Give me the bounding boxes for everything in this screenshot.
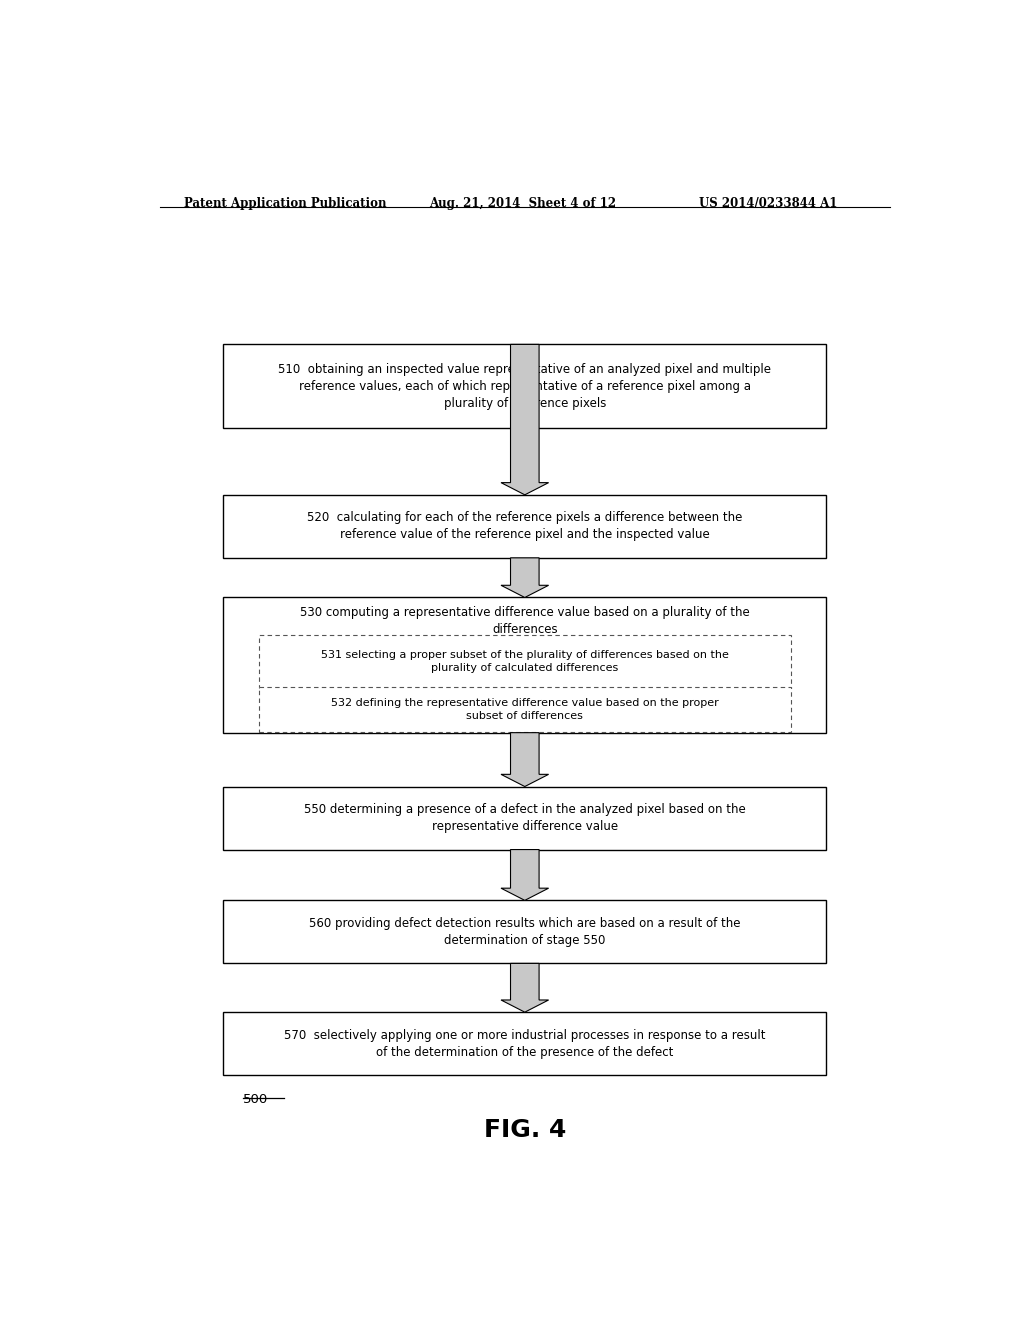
FancyBboxPatch shape xyxy=(223,787,826,850)
Text: US 2014/0233844 A1: US 2014/0233844 A1 xyxy=(699,197,838,210)
Text: 570  selectively applying one or more industrial processes in response to a resu: 570 selectively applying one or more ind… xyxy=(284,1028,766,1059)
Text: Aug. 21, 2014  Sheet 4 of 12: Aug. 21, 2014 Sheet 4 of 12 xyxy=(430,197,616,210)
FancyBboxPatch shape xyxy=(223,345,826,428)
FancyBboxPatch shape xyxy=(223,495,826,558)
Text: 532 defining the representative difference value based on the proper
subset of d: 532 defining the representative differen… xyxy=(331,698,719,721)
Text: 531 selecting a proper subset of the plurality of differences based on the
plura: 531 selecting a proper subset of the plu… xyxy=(321,649,729,673)
Text: 550 determining a presence of a defect in the analyzed pixel based on the
repres: 550 determining a presence of a defect i… xyxy=(304,803,745,833)
Text: 500: 500 xyxy=(243,1093,268,1106)
Text: 510  obtaining an inspected value representative of an analyzed pixel and multip: 510 obtaining an inspected value represe… xyxy=(279,363,771,409)
Text: FIG. 4: FIG. 4 xyxy=(483,1118,566,1142)
Polygon shape xyxy=(501,558,549,598)
Text: Patent Application Publication: Patent Application Publication xyxy=(183,197,386,210)
FancyBboxPatch shape xyxy=(259,635,791,688)
FancyBboxPatch shape xyxy=(223,900,826,964)
FancyBboxPatch shape xyxy=(259,686,791,731)
Polygon shape xyxy=(501,345,549,495)
FancyBboxPatch shape xyxy=(223,598,826,733)
Polygon shape xyxy=(501,733,549,787)
Text: 560 providing defect detection results which are based on a result of the
determ: 560 providing defect detection results w… xyxy=(309,917,740,946)
Text: 520  calculating for each of the reference pixels a difference between the
refer: 520 calculating for each of the referenc… xyxy=(307,511,742,541)
FancyBboxPatch shape xyxy=(223,1012,826,1076)
Text: 530 computing a representative difference value based on a plurality of the
diff: 530 computing a representative differenc… xyxy=(300,606,750,636)
Polygon shape xyxy=(501,850,549,900)
Polygon shape xyxy=(501,964,549,1012)
